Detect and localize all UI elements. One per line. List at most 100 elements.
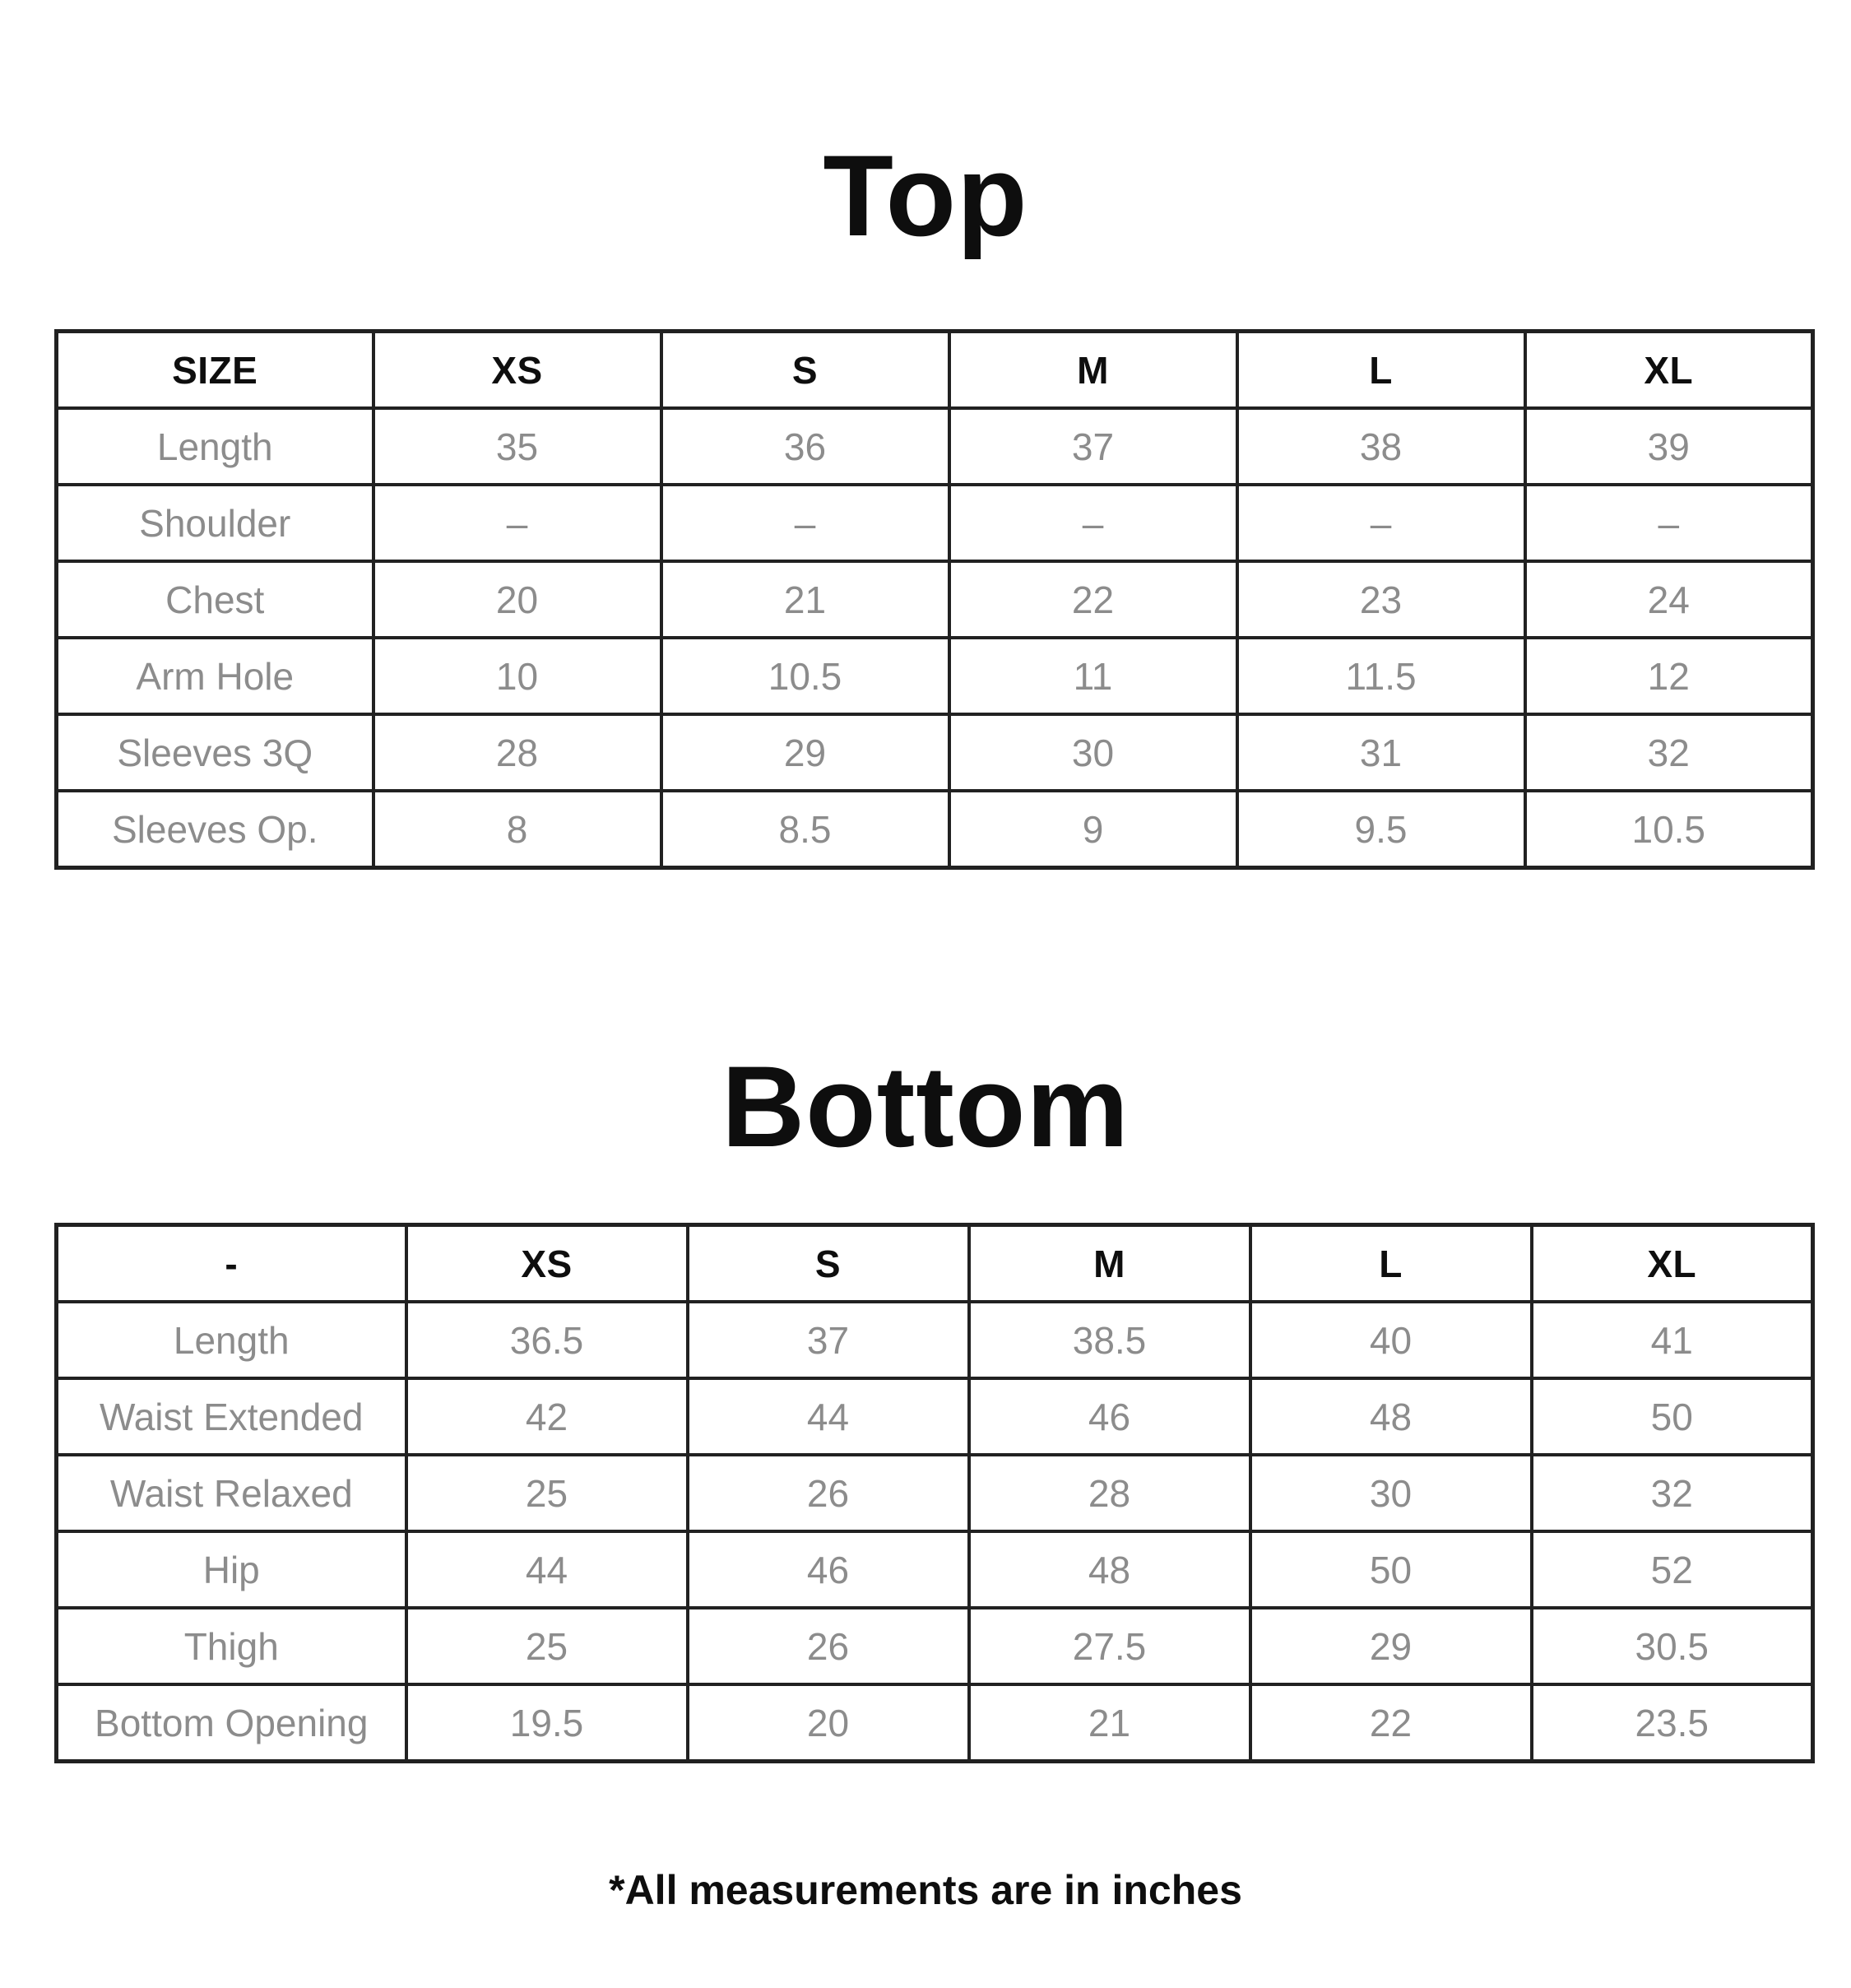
- cell-value: 26: [685, 1606, 971, 1686]
- cell-value: –: [371, 483, 663, 563]
- cell-value: 37: [685, 1300, 971, 1380]
- cell-value: 19.5: [404, 1683, 689, 1763]
- table-row-arm-hole: Arm Hole 10 10.5 11 11.5 12: [54, 636, 1815, 716]
- top-header-size: SIZE: [54, 329, 375, 410]
- top-header-m: M: [947, 329, 1239, 410]
- cell-value: 25: [404, 1606, 689, 1686]
- cell-value: 32: [1529, 1453, 1815, 1533]
- row-label: Sleeves 3Q: [54, 713, 375, 792]
- cell-value: 31: [1235, 713, 1527, 792]
- table-row-waist-relaxed: Waist Relaxed 25 26 28 30 32: [54, 1453, 1815, 1533]
- top-header-xs: XS: [371, 329, 663, 410]
- table-row-bottom-opening: Bottom Opening 19.5 20 21 22 23.5: [54, 1683, 1815, 1763]
- bottom-section-title: Bottom: [721, 1042, 1130, 1171]
- cell-value: 10.5: [659, 636, 951, 716]
- row-label: Waist Relaxed: [54, 1453, 408, 1533]
- cell-value: 44: [404, 1530, 689, 1609]
- cell-value: 21: [659, 560, 951, 639]
- cell-value: 30: [1248, 1453, 1533, 1533]
- row-label: Hip: [54, 1530, 408, 1609]
- cell-value: 25: [404, 1453, 689, 1533]
- cell-value: –: [1523, 483, 1815, 563]
- cell-value: 11: [947, 636, 1239, 716]
- measurements-footnote: *All measurements are in inches: [609, 1867, 1242, 1913]
- cell-value: 23.5: [1529, 1683, 1815, 1763]
- cell-value: 28: [967, 1453, 1252, 1533]
- cell-value: 30: [947, 713, 1239, 792]
- cell-value: 40: [1248, 1300, 1533, 1380]
- row-label: Bottom Opening: [54, 1683, 408, 1763]
- bottom-header-l: L: [1248, 1223, 1533, 1303]
- cell-value: 32: [1523, 713, 1815, 792]
- cell-value: 24: [1523, 560, 1815, 639]
- row-label: Waist Extended: [54, 1377, 408, 1456]
- table-row-shoulder: Shoulder – – – – –: [54, 483, 1815, 563]
- bottom-header-dash: -: [54, 1223, 408, 1303]
- cell-value: 28: [371, 713, 663, 792]
- cell-value: 23: [1235, 560, 1527, 639]
- cell-value: 27.5: [967, 1606, 1252, 1686]
- top-header-l: L: [1235, 329, 1527, 410]
- row-label: Sleeves Op.: [54, 789, 375, 870]
- cell-value: 46: [967, 1377, 1252, 1456]
- table-row-sleeves-3q: Sleeves 3Q 28 29 30 31 32: [54, 713, 1815, 792]
- cell-value: 50: [1529, 1377, 1815, 1456]
- cell-value: 22: [1248, 1683, 1533, 1763]
- top-header-s: S: [659, 329, 951, 410]
- table-row-length: Length 36.5 37 38.5 40 41: [54, 1300, 1815, 1380]
- cell-value: 38.5: [967, 1300, 1252, 1380]
- cell-value: 36.5: [404, 1300, 689, 1380]
- cell-value: 11.5: [1235, 636, 1527, 716]
- cell-value: 9.5: [1235, 789, 1527, 870]
- cell-value: 10: [371, 636, 663, 716]
- cell-value: 37: [947, 406, 1239, 486]
- bottom-header-xs: XS: [404, 1223, 689, 1303]
- cell-value: –: [947, 483, 1239, 563]
- bottom-header-s: S: [685, 1223, 971, 1303]
- table-row-hip: Hip 44 46 48 50 52: [54, 1530, 1815, 1609]
- cell-value: 41: [1529, 1300, 1815, 1380]
- bottom-size-table: - XS S M L XL Length 36.5 37 38.5 40 41 …: [54, 1223, 1815, 1763]
- cell-value: 21: [967, 1683, 1252, 1763]
- row-label: Thigh: [54, 1606, 408, 1686]
- table-row-length: Length 35 36 37 38 39: [54, 406, 1815, 486]
- cell-value: 42: [404, 1377, 689, 1456]
- cell-value: 48: [967, 1530, 1252, 1609]
- row-label: Chest: [54, 560, 375, 639]
- cell-value: 22: [947, 560, 1239, 639]
- row-label: Shoulder: [54, 483, 375, 563]
- row-label: Arm Hole: [54, 636, 375, 716]
- top-header-xl: XL: [1523, 329, 1815, 410]
- row-label: Length: [54, 1300, 408, 1380]
- cell-value: 8.5: [659, 789, 951, 870]
- cell-value: 39: [1523, 406, 1815, 486]
- cell-value: 46: [685, 1530, 971, 1609]
- table-row-chest: Chest 20 21 22 23 24: [54, 560, 1815, 639]
- cell-value: 44: [685, 1377, 971, 1456]
- cell-value: 20: [685, 1683, 971, 1763]
- cell-value: –: [659, 483, 951, 563]
- top-size-table: SIZE XS S M L XL Length 35 36 37 38 39 S…: [54, 329, 1815, 870]
- top-table-header-row: SIZE XS S M L XL: [54, 329, 1815, 410]
- bottom-header-xl: XL: [1529, 1223, 1815, 1303]
- cell-value: 8: [371, 789, 663, 870]
- cell-value: –: [1235, 483, 1527, 563]
- cell-value: 36: [659, 406, 951, 486]
- cell-value: 35: [371, 406, 663, 486]
- cell-value: 50: [1248, 1530, 1533, 1609]
- cell-value: 38: [1235, 406, 1527, 486]
- table-row-sleeves-op: Sleeves Op. 8 8.5 9 9.5 10.5: [54, 789, 1815, 870]
- table-row-thigh: Thigh 25 26 27.5 29 30.5: [54, 1606, 1815, 1686]
- top-section-title: Top: [823, 131, 1028, 260]
- cell-value: 9: [947, 789, 1239, 870]
- cell-value: 48: [1248, 1377, 1533, 1456]
- cell-value: 30.5: [1529, 1606, 1815, 1686]
- cell-value: 29: [1248, 1606, 1533, 1686]
- cell-value: 26: [685, 1453, 971, 1533]
- cell-value: 10.5: [1523, 789, 1815, 870]
- bottom-table-header-row: - XS S M L XL: [54, 1223, 1815, 1303]
- table-row-waist-extended: Waist Extended 42 44 46 48 50: [54, 1377, 1815, 1456]
- cell-value: 52: [1529, 1530, 1815, 1609]
- cell-value: 12: [1523, 636, 1815, 716]
- bottom-header-m: M: [967, 1223, 1252, 1303]
